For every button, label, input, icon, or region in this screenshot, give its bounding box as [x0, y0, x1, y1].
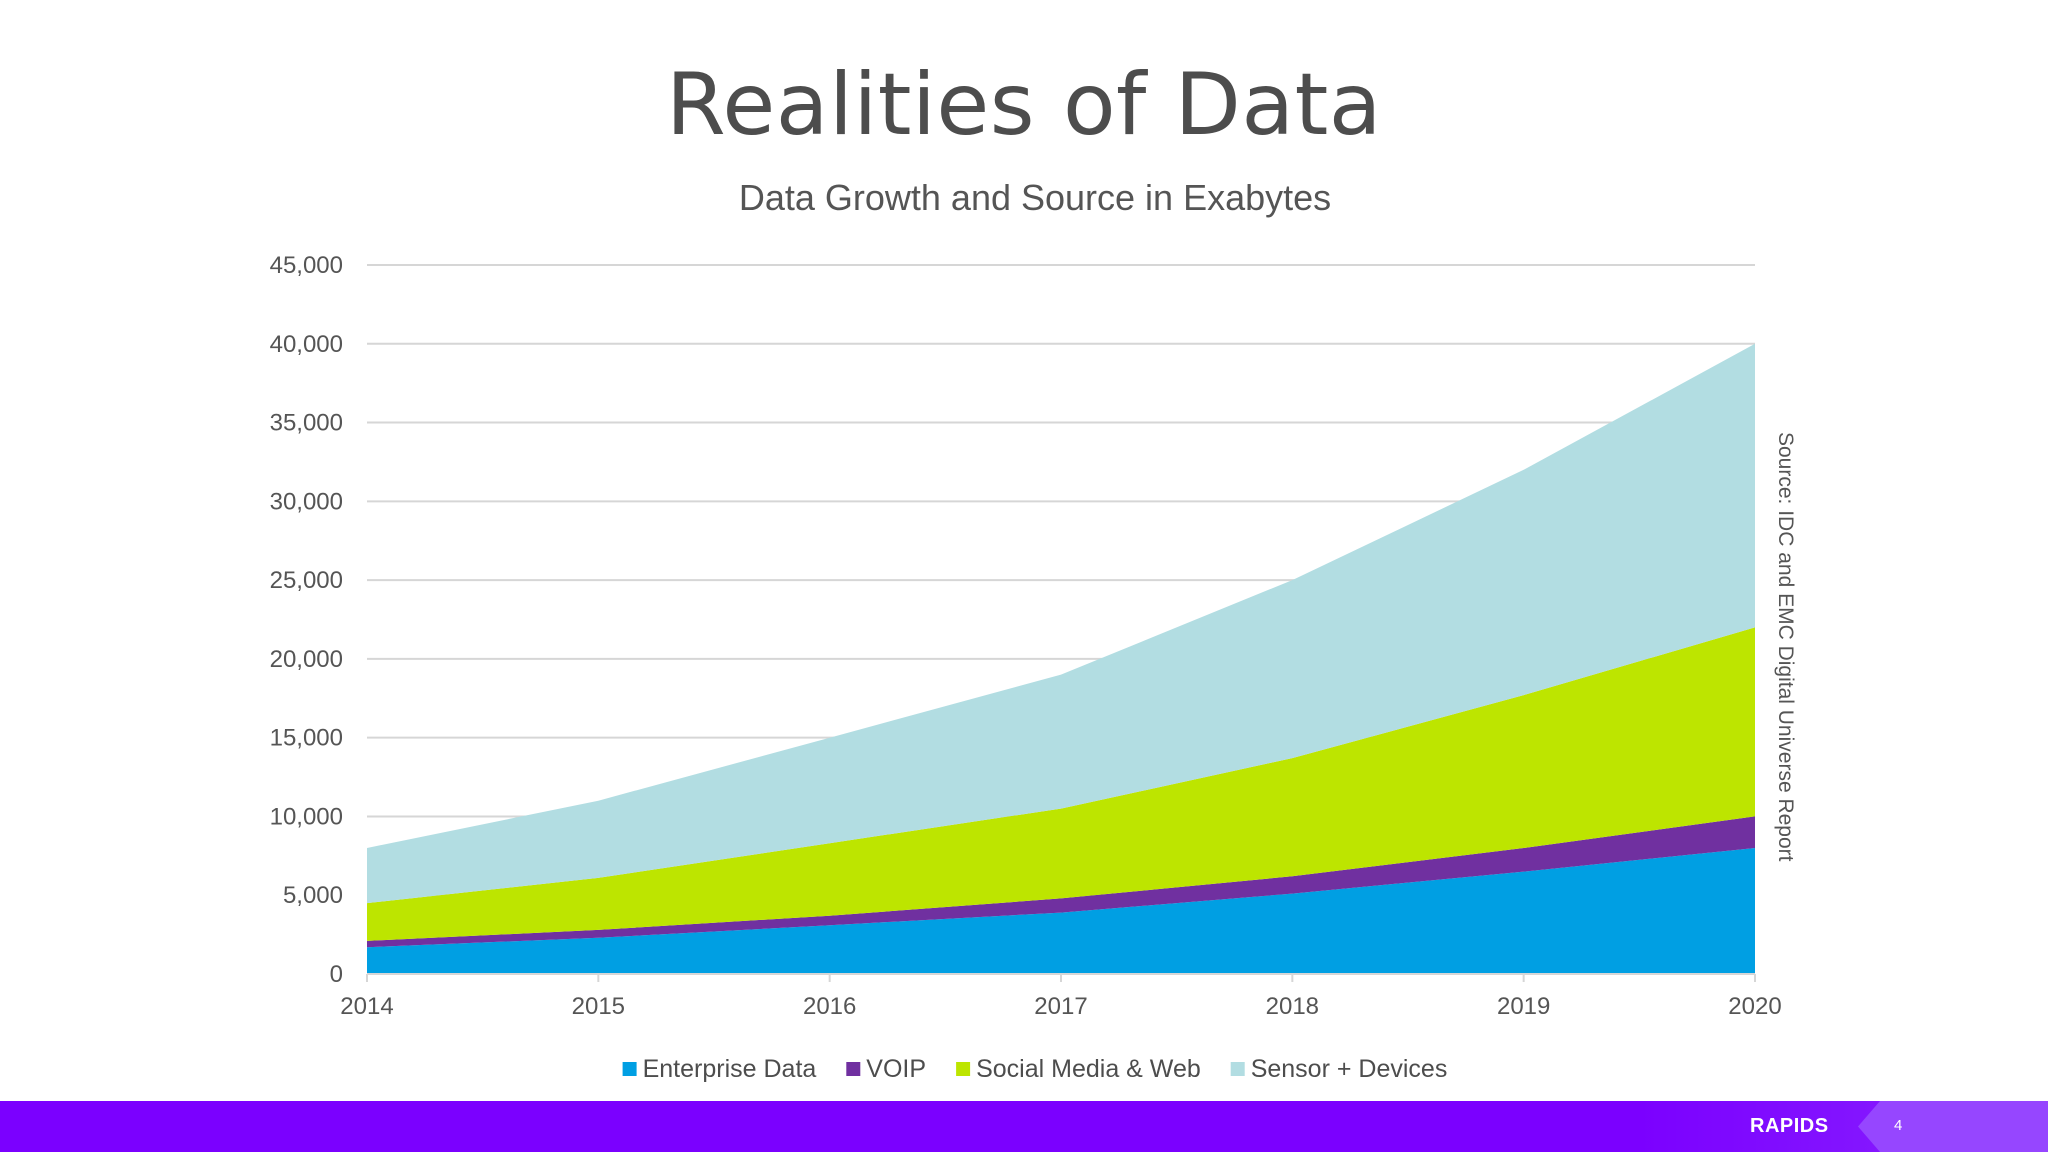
area-series-group — [367, 343, 1755, 974]
slide-title: Realities of Data — [665, 55, 1383, 155]
x-tick-label: 2017 — [1034, 993, 1087, 1020]
page-number: 4 — [1894, 1117, 1903, 1134]
legend-swatch — [846, 1062, 861, 1076]
legend-item: VOIP — [846, 1055, 926, 1083]
y-tick-label: 15,000 — [270, 725, 343, 752]
footer-bar: RAPIDS 4 — [0, 1101, 2048, 1152]
brand-logo: RAPIDS — [1750, 1115, 1829, 1137]
legend-item: Social Media & Web — [956, 1055, 1201, 1083]
chart-title: Data Growth and Source in Exabytes — [739, 177, 1331, 218]
x-tick-label: 2014 — [340, 993, 393, 1020]
y-tick-label: 5,000 — [283, 882, 343, 909]
y-tick-label: 45,000 — [270, 252, 343, 279]
y-tick-label: 25,000 — [270, 567, 343, 594]
legend: Enterprise Data VOIP Social Media & Web Sen… — [622, 1055, 1448, 1083]
x-axis-ticks: 2014 2015 2016 2017 2018 2019 2020 — [340, 973, 1782, 1020]
y-axis-ticks: 0 5,000 10,000 15,000 20,000 25,000 30,000 35,0… — [270, 252, 343, 988]
legend-item: Enterprise Data — [622, 1055, 817, 1083]
y-tick-label: 40,000 — [270, 331, 343, 358]
legend-swatch — [1230, 1062, 1245, 1076]
x-tick-label: 2016 — [803, 993, 856, 1020]
legend-label: Social Media & Web — [976, 1055, 1201, 1083]
x-tick-label: 2015 — [572, 993, 625, 1020]
area-sensor-devices — [367, 343, 1755, 904]
y-tick-label: 35,000 — [270, 410, 343, 437]
legend-swatch — [956, 1062, 971, 1076]
legend-swatch — [622, 1062, 637, 1076]
x-tick-label: 2019 — [1497, 993, 1550, 1020]
area-enterprise-data — [367, 848, 1755, 974]
source-note: Source: IDC and EMC Digital Universe Rep… — [1774, 432, 1797, 862]
x-tick-label: 2018 — [1266, 993, 1319, 1020]
footer-accent — [1858, 1101, 2048, 1152]
x-tick-label: 2020 — [1728, 993, 1781, 1020]
y-tick-label: 20,000 — [270, 646, 343, 673]
y-tick-label: 10,000 — [270, 803, 343, 830]
area-social-media-web — [367, 627, 1755, 941]
legend-label: VOIP — [866, 1055, 926, 1083]
area-chart: Data Growth and Source in Exabytes 0 5,00… — [270, 177, 1797, 1083]
legend-item: Sensor + Devices — [1230, 1055, 1448, 1083]
legend-label: Sensor + Devices — [1251, 1055, 1448, 1083]
y-tick-label: 0 — [330, 961, 343, 988]
legend-label: Enterprise Data — [643, 1055, 817, 1083]
y-tick-label: 30,000 — [270, 488, 343, 515]
